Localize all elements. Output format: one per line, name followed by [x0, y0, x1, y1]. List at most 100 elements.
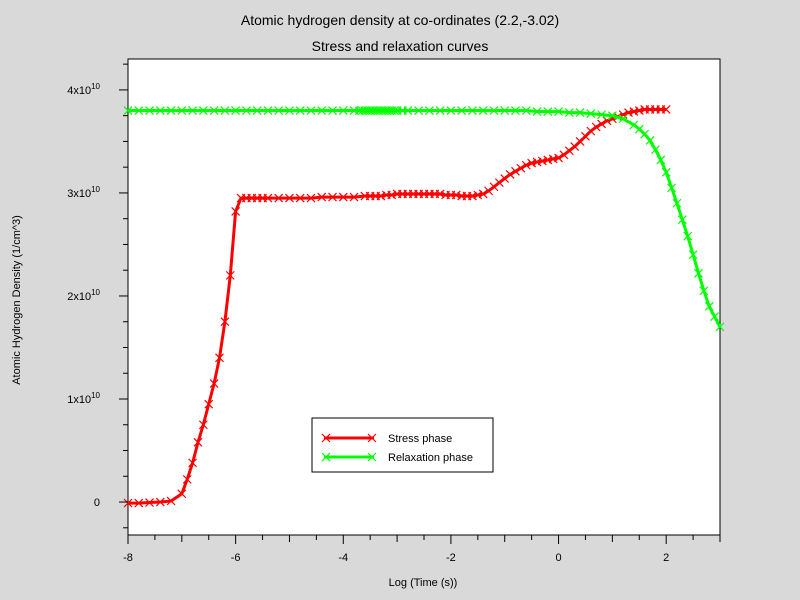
data-point [328, 106, 337, 115]
data-point [285, 106, 294, 115]
data-point [677, 215, 687, 225]
data-point [241, 106, 251, 115]
data-point [688, 250, 698, 260]
data-point [338, 192, 348, 202]
data-point [511, 166, 520, 176]
data-point [155, 106, 165, 115]
data-point [328, 192, 337, 202]
data-point [554, 107, 563, 116]
data-point [274, 106, 284, 115]
data-point [435, 106, 445, 115]
data-point [177, 489, 187, 499]
data-point [532, 157, 542, 167]
data-point [182, 474, 192, 484]
legend-box [311, 417, 494, 473]
data-point [521, 160, 531, 170]
data-point [376, 191, 386, 201]
data-point [500, 106, 510, 115]
data-point [559, 150, 569, 160]
data-point [220, 317, 230, 327]
data-point [231, 106, 241, 115]
data-point [537, 156, 547, 166]
data-point [661, 105, 671, 114]
x-tick-label: 2 [663, 552, 669, 564]
data-point [694, 268, 703, 278]
x-tick-label: -2 [446, 552, 456, 564]
data-point [306, 106, 316, 115]
data-point [451, 190, 461, 200]
data-point [134, 106, 144, 115]
data-point [403, 106, 413, 115]
data-point [389, 106, 399, 115]
data-point [209, 106, 219, 115]
data-point [446, 106, 456, 115]
chart-subtitle: Stress and relaxation curves [311, 38, 489, 54]
data-point [198, 420, 208, 430]
data-point [155, 497, 165, 507]
data-point [607, 111, 617, 121]
data-point [527, 158, 537, 168]
data-point [473, 190, 483, 200]
data-point [123, 106, 133, 115]
data-point [252, 106, 262, 115]
data-point [511, 106, 520, 115]
data-point [209, 379, 219, 388]
y-tick-label: 0 [94, 497, 100, 509]
data-point [166, 106, 176, 115]
data-point [387, 190, 397, 200]
data-point [516, 163, 526, 173]
data-point [188, 458, 198, 468]
data-point [295, 106, 305, 115]
data-point [548, 154, 558, 164]
data-point [435, 189, 445, 199]
data-point [672, 198, 682, 208]
data-point [468, 191, 477, 201]
y-tick-label: 1x1010 [67, 391, 100, 406]
data-point [123, 498, 133, 508]
x-tick-label: -4 [338, 552, 348, 564]
data-point [198, 106, 208, 115]
data-point [629, 107, 639, 116]
data-point [618, 114, 628, 124]
data-point [683, 231, 693, 241]
data-point [317, 192, 327, 202]
data-point [591, 122, 601, 132]
x-tick-label: 0 [555, 552, 561, 564]
data-point [177, 106, 187, 115]
data-point [532, 107, 542, 116]
data-point [338, 106, 348, 115]
x-axis-label: Log (Time (s)) [388, 577, 458, 589]
data-point [424, 106, 434, 115]
data-point [554, 153, 563, 163]
data-point [489, 182, 499, 192]
legend-entry: Relaxation phase [388, 452, 473, 464]
data-point [145, 106, 154, 115]
data-point [699, 286, 709, 296]
data-point [145, 498, 154, 507]
data-point [661, 167, 671, 177]
data-point [478, 189, 488, 199]
y-tick-label: 4x1010 [67, 82, 100, 97]
series-line [128, 109, 722, 328]
data-point [710, 312, 720, 322]
data-point [715, 322, 725, 332]
legend-entry: Stress phase [388, 433, 452, 445]
data-point [188, 106, 198, 115]
data-point [521, 106, 531, 115]
data-point [489, 106, 499, 115]
legend-swatch-marker [367, 433, 377, 443]
x-tick-label: -8 [123, 552, 133, 564]
data-point [704, 301, 714, 311]
data-point [543, 107, 553, 116]
data-point [484, 186, 494, 196]
data-point [295, 193, 305, 203]
legend-swatch-marker [321, 433, 331, 443]
data-point [597, 119, 607, 129]
data-point [457, 106, 467, 115]
data-point [204, 399, 214, 409]
series-0 [123, 105, 671, 508]
data-point [225, 270, 235, 280]
data-point [564, 146, 574, 156]
x-tick-label: -6 [231, 552, 241, 564]
data-point [629, 120, 639, 130]
